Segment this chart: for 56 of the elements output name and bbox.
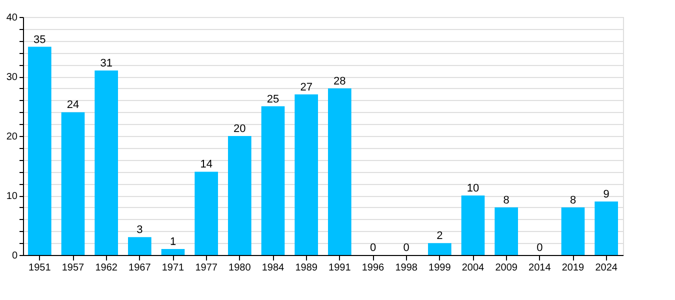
bar (561, 207, 585, 255)
bar (94, 70, 118, 255)
data-label: 10 (466, 182, 480, 194)
x-tick-label: 2019 (562, 262, 585, 274)
data-label: 27 (300, 81, 312, 94)
data-label: 25 (266, 93, 280, 106)
bar (128, 237, 152, 255)
x-tick-label: 1998 (395, 262, 418, 274)
x-tick-label: 1989 (295, 262, 318, 274)
x-tick-label: 1999 (428, 262, 452, 274)
x-tick-label: 1984 (262, 262, 285, 274)
bar (461, 196, 485, 255)
data-label: 2 (436, 230, 443, 242)
bar (161, 249, 185, 255)
y-tick-label: 30 (6, 72, 18, 83)
data-label: 0 (403, 242, 410, 254)
data-label: 24 (66, 99, 80, 112)
bar (194, 172, 218, 255)
data-label: 9 (603, 188, 610, 200)
bar (428, 243, 452, 255)
bar (328, 88, 352, 255)
bar (494, 207, 518, 255)
data-label: 3 (136, 224, 143, 236)
x-tick-label: 1971 (162, 262, 185, 274)
bar (228, 136, 252, 255)
x-tick-label: 2014 (528, 262, 552, 274)
x-tick-label: 1991 (328, 262, 352, 274)
x-tick-label: 1996 (362, 262, 385, 274)
x-tick-label: 1967 (128, 262, 152, 274)
x-tick-label: 2024 (595, 262, 618, 274)
x-tick-label: 1980 (228, 262, 252, 274)
y-tick-label: 20 (6, 132, 18, 142)
data-label: 35 (34, 34, 46, 46)
x-tick-label: 1977 (195, 262, 218, 274)
data-label: 1 (170, 236, 176, 248)
bar (294, 94, 318, 255)
data-label: 0 (536, 242, 543, 254)
data-label: 8 (503, 194, 510, 206)
data-label: 31 (100, 58, 112, 70)
x-tick-label: 1957 (62, 262, 85, 274)
x-tick-label: 1962 (95, 262, 118, 274)
y-tick-label: 0 (12, 250, 18, 262)
data-label: 8 (570, 194, 576, 206)
y-tick-label: 40 (6, 12, 18, 24)
bar (28, 46, 52, 255)
data-label: 14 (200, 158, 212, 171)
data-label: 20 (234, 123, 246, 135)
x-tick-label: 1951 (28, 262, 52, 274)
bar (61, 112, 85, 255)
data-label: 28 (334, 75, 346, 88)
bar (261, 106, 285, 255)
x-tick-label: 2009 (495, 262, 518, 274)
y-tick-label: 10 (6, 191, 18, 202)
data-label: 0 (370, 242, 376, 254)
bar (594, 201, 618, 255)
x-tick-label: 2004 (462, 262, 485, 274)
